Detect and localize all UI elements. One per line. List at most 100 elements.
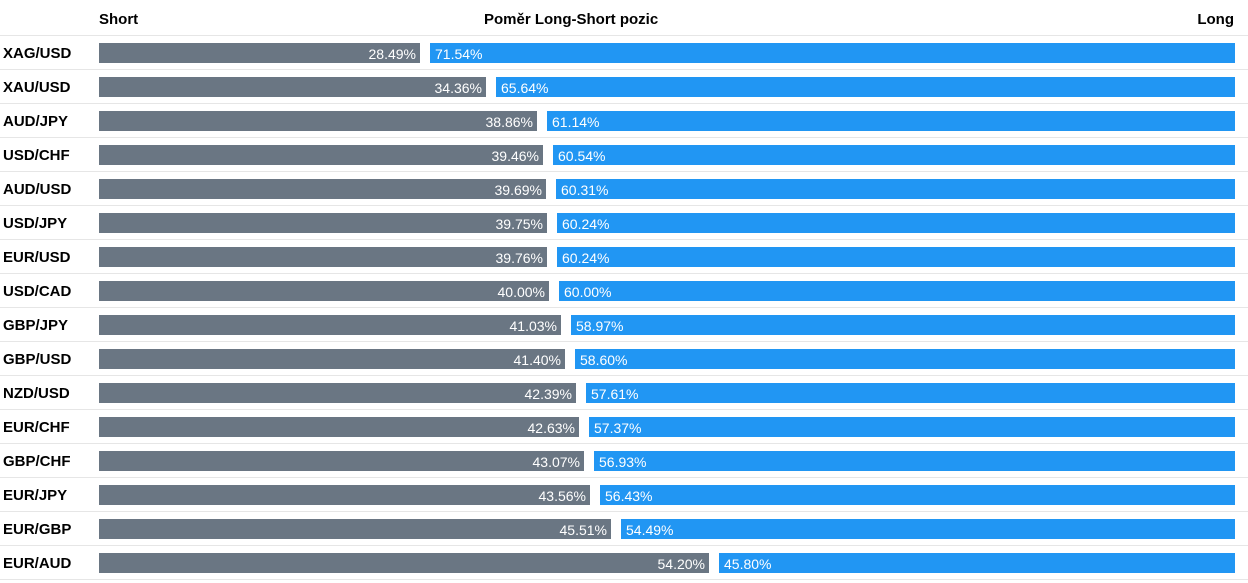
chart-row: GBP/USD 41.40% 58.60%: [0, 342, 1248, 376]
pair-label: GBP/USD: [3, 351, 72, 368]
pair-label: NZD/USD: [3, 385, 70, 402]
pair-label: GBP/JPY: [3, 317, 69, 334]
short-bar: [99, 519, 611, 539]
chart-row: EUR/USD 39.76% 60.24%: [0, 240, 1248, 274]
chart-row: GBP/JPY 41.03% 58.97%: [0, 308, 1248, 342]
pair-label: EUR/AUD: [3, 555, 72, 572]
long-value-label: 61.14%: [552, 114, 600, 130]
short-bar: [99, 417, 579, 437]
chart-row: EUR/JPY 43.56% 56.43%: [0, 478, 1248, 512]
short-bar: [99, 213, 547, 233]
long-value-label: 60.24%: [562, 216, 610, 232]
chart-title: Poměr Long-Short pozic: [484, 11, 659, 28]
pair-label: GBP/CHF: [3, 453, 71, 470]
pair-label: EUR/CHF: [3, 419, 70, 436]
short-value-label: 38.86%: [485, 114, 533, 130]
chart-row: AUD/JPY 38.86% 61.14%: [0, 104, 1248, 138]
short-bar: [99, 315, 561, 335]
chart-row: AUD/USD 39.69% 60.31%: [0, 172, 1248, 206]
short-value-label: 28.49%: [368, 46, 416, 62]
short-value-label: 39.69%: [494, 182, 542, 198]
short-bar: [99, 111, 537, 131]
short-value-label: 40.00%: [497, 284, 545, 300]
long-value-label: 71.54%: [435, 46, 483, 62]
long-value-label: 58.97%: [576, 318, 624, 334]
pair-label: USD/JPY: [3, 215, 68, 232]
chart-header: Short Poměr Long-Short pozic Long: [0, 0, 1248, 36]
long-value-label: 54.49%: [626, 522, 674, 538]
long-bar: [557, 247, 1235, 267]
chart-row: EUR/AUD 54.20% 45.80%: [0, 546, 1248, 580]
long-value-label: 57.37%: [594, 420, 642, 436]
long-value-label: 60.24%: [562, 250, 610, 266]
chart-row: EUR/CHF 42.63% 57.37%: [0, 410, 1248, 444]
pair-label: EUR/GBP: [3, 521, 72, 538]
short-bar: [99, 43, 420, 63]
long-bar: [571, 315, 1235, 335]
pair-label: USD/CHF: [3, 147, 70, 164]
long-value-label: 56.93%: [599, 454, 647, 470]
chart-row: XAG/USD 28.49% 71.54%: [0, 36, 1248, 70]
chart-row: USD/CAD 40.00% 60.00%: [0, 274, 1248, 308]
pair-label: AUD/USD: [3, 181, 72, 198]
long-value-label: 45.80%: [724, 556, 772, 572]
short-bar: [99, 451, 584, 471]
short-value-label: 54.20%: [657, 556, 705, 572]
short-header-label: Short: [99, 11, 139, 28]
short-bar: [99, 553, 709, 573]
short-value-label: 42.63%: [527, 420, 575, 436]
chart-row: USD/CHF 39.46% 60.54%: [0, 138, 1248, 172]
long-value-label: 65.64%: [501, 80, 549, 96]
short-value-label: 45.51%: [559, 522, 607, 538]
long-bar: [559, 281, 1235, 301]
long-value-label: 60.00%: [564, 284, 612, 300]
short-bar: [99, 247, 547, 267]
chart-row: NZD/USD 42.39% 57.61%: [0, 376, 1248, 410]
short-value-label: 43.56%: [538, 488, 586, 504]
long-bar: [600, 485, 1235, 505]
long-bar: [553, 145, 1235, 165]
long-bar: [557, 213, 1235, 233]
long-value-label: 56.43%: [605, 488, 653, 504]
short-bar: [99, 179, 546, 199]
long-bar: [594, 451, 1235, 471]
short-value-label: 43.07%: [532, 454, 580, 470]
short-bar: [99, 77, 486, 97]
long-bar: [575, 349, 1235, 369]
long-bar: [621, 519, 1235, 539]
short-value-label: 41.03%: [509, 318, 557, 334]
short-bar: [99, 485, 590, 505]
long-bar: [547, 111, 1235, 131]
short-value-label: 41.40%: [513, 352, 561, 368]
short-bar: [99, 383, 576, 403]
short-value-label: 39.75%: [495, 216, 543, 232]
chart-row: EUR/GBP 45.51% 54.49%: [0, 512, 1248, 546]
long-bar: [586, 383, 1235, 403]
long-bar: [719, 553, 1235, 573]
chart-row: GBP/CHF 43.07% 56.93%: [0, 444, 1248, 478]
short-value-label: 39.46%: [491, 148, 539, 164]
pair-label: XAU/USD: [3, 79, 71, 96]
pair-label: EUR/JPY: [3, 487, 68, 504]
short-bar: [99, 281, 549, 301]
short-value-label: 39.76%: [495, 250, 543, 266]
pair-label: USD/CAD: [3, 283, 72, 300]
long-bar: [496, 77, 1235, 97]
short-bar: [99, 145, 543, 165]
chart-row: XAU/USD 34.36% 65.64%: [0, 70, 1248, 104]
long-value-label: 57.61%: [591, 386, 639, 402]
pair-label: XAG/USD: [3, 45, 72, 62]
long-value-label: 60.31%: [561, 182, 609, 198]
short-value-label: 34.36%: [434, 80, 482, 96]
pair-label: AUD/JPY: [3, 113, 69, 130]
long-value-label: 58.60%: [580, 352, 628, 368]
short-bar: [99, 349, 565, 369]
long-value-label: 60.54%: [558, 148, 606, 164]
long-bar: [556, 179, 1235, 199]
long-bar: [589, 417, 1235, 437]
short-value-label: 42.39%: [524, 386, 572, 402]
long-header-label: Long: [1197, 11, 1234, 28]
chart-row: USD/JPY 39.75% 60.24%: [0, 206, 1248, 240]
long-bar: [430, 43, 1235, 63]
